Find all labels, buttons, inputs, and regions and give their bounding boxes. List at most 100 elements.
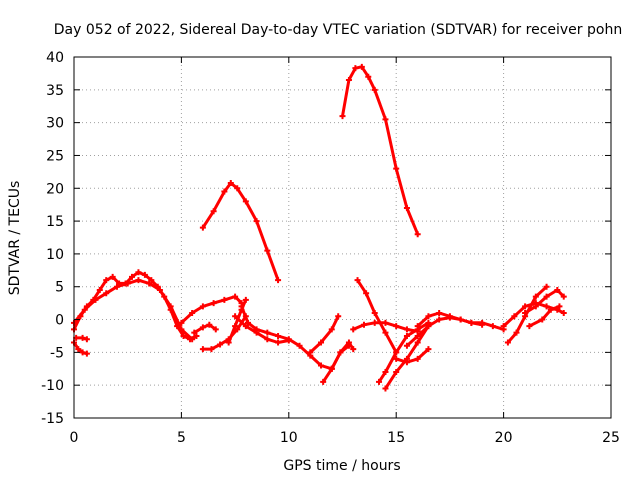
plot-frame [73, 56, 612, 419]
data-point [403, 332, 410, 339]
data-point [393, 165, 400, 172]
series-points-s20 [393, 346, 432, 366]
data-point [436, 316, 443, 323]
data-point [371, 309, 378, 316]
data-point [363, 290, 370, 297]
data-point [532, 303, 539, 310]
data-point [189, 336, 196, 343]
data-point [560, 293, 567, 300]
data-point [264, 329, 271, 336]
data-point [296, 342, 303, 349]
data-point [103, 290, 110, 297]
x-tick-label: 20 [495, 430, 513, 446]
data-point [358, 63, 365, 70]
series-line-s12 [308, 314, 340, 354]
y-tick-label: 40 [46, 50, 64, 66]
data-point [382, 369, 389, 376]
data-point [253, 218, 260, 225]
data-point [457, 316, 464, 323]
data-point [275, 332, 282, 339]
data-point [156, 287, 163, 294]
series-line-s11 [201, 181, 280, 282]
data-point [148, 277, 155, 284]
data-point [414, 323, 421, 330]
data-point [275, 277, 282, 284]
y-tick-label: 0 [55, 313, 64, 329]
y-tick-label: 10 [46, 247, 64, 263]
series-points-s4 [73, 334, 90, 343]
data-point [393, 369, 400, 376]
data-point [146, 280, 153, 287]
axis-ticks: 0 5 10 15 20 25 -15 -10 -5 0 5 10 15 20 25 30 35 40 [41, 50, 620, 446]
y-tick-label: 20 [46, 181, 64, 197]
data-point [403, 326, 410, 333]
data-point [199, 346, 206, 353]
data-point [382, 319, 389, 326]
data-point [103, 277, 110, 284]
data-point [468, 319, 475, 326]
y-tick-label: 30 [46, 116, 64, 132]
y-axis-label: SDTVAR / TECUs [7, 181, 23, 296]
data-point [532, 293, 539, 300]
data-point [513, 329, 520, 336]
chart-title: Day 052 of 2022, Sidereal Day-to-day VTE… [54, 22, 622, 38]
y-tick-label: -5 [50, 345, 64, 361]
data-point [560, 309, 567, 316]
data-point [345, 76, 352, 83]
data-point [425, 323, 432, 330]
x-tick-label: 5 [177, 430, 186, 446]
data-point [382, 329, 389, 336]
data-point [79, 334, 86, 341]
y-tick-label: 25 [46, 148, 64, 164]
data-point [393, 355, 400, 362]
data-point [113, 283, 120, 290]
data-point [212, 326, 219, 333]
series-line-s10 [227, 298, 248, 344]
data-point [522, 303, 529, 310]
data-point [393, 323, 400, 330]
series-line-s14 [330, 341, 355, 371]
data-point [199, 324, 206, 331]
series-points-s25 [522, 287, 567, 316]
series-line-s5 [179, 295, 243, 325]
data-point [285, 337, 292, 344]
data-point [354, 277, 361, 284]
series-points-s12 [307, 313, 342, 356]
data-point [371, 86, 378, 93]
series-line-s26 [527, 304, 561, 328]
series-line-s15 [341, 65, 420, 236]
y-tick-label: 5 [55, 280, 64, 296]
series-points-s22 [403, 314, 486, 349]
series-line-s18 [377, 321, 430, 384]
data-point [403, 204, 410, 211]
data-point [83, 336, 90, 343]
x-tick-label: 0 [70, 430, 79, 446]
series-points-s15 [339, 63, 421, 238]
data-point [81, 306, 88, 313]
data-point [318, 362, 325, 369]
data-point [264, 247, 271, 254]
data-point [350, 326, 357, 333]
data-point [414, 339, 421, 346]
series-layer [71, 63, 567, 392]
data-point [199, 303, 206, 310]
data-point [242, 198, 249, 205]
data-point [124, 280, 131, 287]
series-line-s1 [72, 270, 198, 341]
data-point [522, 309, 529, 316]
data-point [543, 283, 550, 290]
data-point [382, 385, 389, 392]
data-point [425, 313, 432, 320]
series-points-s26 [526, 303, 563, 330]
data-point [83, 350, 90, 357]
series-points-s11 [199, 180, 282, 284]
data-point [253, 329, 260, 336]
y-tick-label: 15 [46, 214, 64, 230]
series-points-s2 [71, 277, 196, 343]
data-point [479, 321, 486, 328]
data-point [554, 287, 561, 294]
x-tick-label: 10 [280, 430, 298, 446]
data-point [167, 303, 174, 310]
series-points-s9 [191, 321, 219, 336]
